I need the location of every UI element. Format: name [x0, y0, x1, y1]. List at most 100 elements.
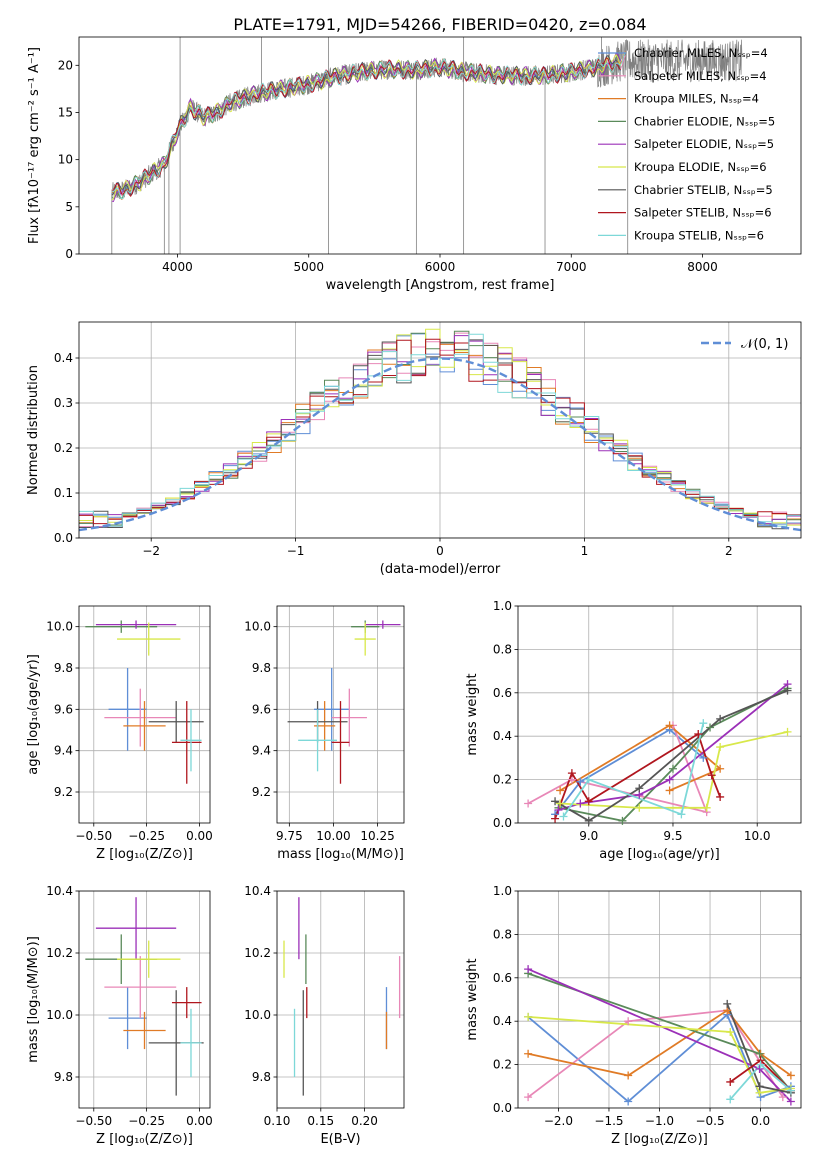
- point-marker-salpeter-elodie: [755, 1064, 764, 1073]
- x-axis-label: wavelength [Angstrom, rest frame]: [326, 278, 555, 293]
- x-tick-label: 0.00: [186, 829, 213, 843]
- figure-title: PLATE=1791, MJD=54266, FIBERID=0420, z=0…: [233, 15, 646, 34]
- histogram-kroupa-stelib: [79, 333, 801, 527]
- point-marker-salpeter-stelib: [694, 730, 703, 739]
- panel-weight_vs_age: 9.0 9.5 10.0 0.0 0.2 0.4 0.6 0.8 1.0 age [log₁₀(a…: [465, 599, 802, 862]
- x-tick-label: 10.0: [744, 829, 771, 843]
- y-tick-label: 0.6: [493, 971, 512, 985]
- x-tick-label: 10.00: [316, 829, 350, 843]
- y-tick-label: 9.8: [252, 1070, 271, 1084]
- y-tick-label: 9.4: [54, 744, 73, 758]
- point-marker-kroupa-elodie: [716, 743, 725, 752]
- plot-area: [79, 322, 801, 538]
- y-axis-label: mass weight: [465, 958, 480, 1040]
- y-tick-label: 9.8: [252, 661, 271, 675]
- y-tick-label: 0.4: [493, 729, 512, 743]
- point-marker-kroupa-stelib: [584, 775, 593, 784]
- series-line-salpeter-stelib: [554, 732, 721, 820]
- point-marker-salpeter-elodie: [665, 775, 674, 784]
- histogram-salpeter-stelib: [79, 338, 801, 525]
- y-tick-label: 9.8: [54, 661, 73, 675]
- legend-label-salpeter-stelib: Salpeter STELIB, Nₛₛₚ=6: [634, 206, 772, 220]
- axes-frame: [78, 321, 802, 539]
- x-tick-label: 10.25: [360, 829, 394, 843]
- series-line-salpeter-miles: [527, 1009, 784, 1098]
- legend-label-kroupa-miles: Kroupa MILES, Nₛₛₚ=4: [634, 92, 759, 106]
- y-tick-label: 10.4: [46, 884, 73, 898]
- point-marker-kroupa-stelib: [726, 1095, 735, 1104]
- point-marker-salpeter-miles: [524, 799, 533, 808]
- x-tick-label: −0.25: [128, 1114, 165, 1128]
- point-marker-salpeter-stelib: [707, 771, 716, 780]
- x-tick-label: −0.50: [75, 829, 112, 843]
- x-tick-label: −0.50: [75, 1114, 112, 1128]
- x-axis-label: Z [log₁₀(Z/Z⊙)]: [96, 847, 193, 862]
- axes-frame: [517, 890, 802, 1109]
- point-marker-kroupa-stelib: [786, 1086, 795, 1095]
- x-tick-label: 9.75: [276, 829, 303, 843]
- point-marker-chabrier-stelib: [755, 1082, 764, 1091]
- point-marker-chabrier-elodie: [706, 723, 715, 732]
- point-marker-salpeter-stelib: [716, 792, 725, 801]
- x-tick-label: −0.25: [128, 829, 165, 843]
- panel-residuals: −2 −1 0 1 2 0.0 0.1 0.2 0.3 0.4 (data-model)/error…: [26, 321, 802, 577]
- y-axis-label: mass [log₁₀(M/M⊙)]: [26, 936, 41, 1063]
- point-marker-chabrier-elodie: [755, 1049, 764, 1058]
- series-line-kroupa-stelib: [562, 722, 705, 818]
- y-tick-label: 5: [65, 200, 73, 214]
- point-marker-kroupa-miles: [665, 721, 674, 730]
- point-marker-salpeter-miles: [524, 1093, 533, 1102]
- normal-reference-curve: [79, 357, 801, 532]
- y-tick-label: 0.3: [54, 396, 73, 410]
- series-line-kroupa-elodie: [528, 1016, 792, 1094]
- panel-age_vs_mass: 9.75 10.00 10.25 9.2 9.4 9.6 9.8 10.0 mass [log₁…: [244, 605, 405, 862]
- point-marker-chabrier-stelib: [783, 686, 792, 695]
- point-marker-salpeter-miles: [778, 1093, 787, 1102]
- point-marker-kroupa-stelib: [559, 812, 568, 821]
- axes-frame: [276, 605, 405, 824]
- legend-label-chabrier-miles: Chabrier MILES, Nₛₛₚ=4: [634, 46, 768, 60]
- y-tick-label: 0.0: [54, 531, 73, 545]
- x-tick-label: −2: [142, 544, 160, 558]
- point-marker-kroupa-stelib: [756, 1060, 765, 1069]
- series-line-kroupa-miles: [559, 724, 722, 792]
- y-tick-label: 10.0: [244, 1008, 271, 1022]
- y-tick-label: 10.4: [244, 884, 271, 898]
- point-marker-chabrier-stelib: [551, 797, 560, 806]
- point-marker-chabrier-stelib: [723, 999, 732, 1008]
- point-marker-chabrier-miles: [756, 1093, 765, 1102]
- point-marker-kroupa-stelib: [699, 719, 708, 728]
- y-tick-label: 10: [58, 153, 73, 167]
- legend-label-kroupa-stelib: Kroupa STELIB, Nₛₛₚ=6: [634, 228, 764, 242]
- x-tick-label: −1.0: [645, 1114, 674, 1128]
- legend-label-salpeter-miles: Salpeter MILES, Nₛₛₚ=4: [634, 69, 767, 83]
- model-spectrum-salpeter-stelib: [111, 57, 621, 197]
- y-tick-label: 0.8: [493, 642, 512, 656]
- point-marker-kroupa-miles: [524, 1049, 533, 1058]
- x-axis-label: E(B-V): [320, 1132, 360, 1147]
- x-tick-label: 1: [581, 544, 589, 558]
- y-tick-label: 0: [65, 247, 73, 261]
- point-marker-salpeter-elodie: [524, 965, 533, 974]
- x-axis-label: Z [log₁₀(Z/Z⊙)]: [96, 1132, 193, 1147]
- legend-label-chabrier-stelib: Chabrier STELIB, Nₛₛₚ=5: [634, 183, 773, 197]
- y-tick-label: 0.4: [493, 1014, 512, 1028]
- plot-area: [518, 891, 801, 1108]
- x-tick-label: 0.00: [186, 1114, 213, 1128]
- plot-area: [111, 37, 743, 254]
- y-tick-label: 1.0: [493, 884, 512, 898]
- y-tick-label: 0.2: [54, 441, 73, 455]
- series-line-chabrier-miles: [554, 728, 704, 815]
- x-axis-label: (data-model)/error: [380, 562, 501, 577]
- x-axis-label: mass [log₁₀(M/M⊙)]: [277, 847, 404, 862]
- axes-frame: [78, 605, 211, 824]
- point-marker-kroupa-elodie: [524, 1012, 533, 1021]
- x-tick-label: 9.5: [663, 829, 682, 843]
- point-marker-kroupa-miles: [786, 1071, 795, 1080]
- legend-label-normal: 𝒩(0, 1): [741, 337, 788, 352]
- y-tick-label: 0.2: [493, 1058, 512, 1072]
- y-tick-label: 9.6: [252, 702, 271, 716]
- point-marker-kroupa-elodie: [726, 1028, 735, 1037]
- point-marker-kroupa-miles: [665, 786, 674, 795]
